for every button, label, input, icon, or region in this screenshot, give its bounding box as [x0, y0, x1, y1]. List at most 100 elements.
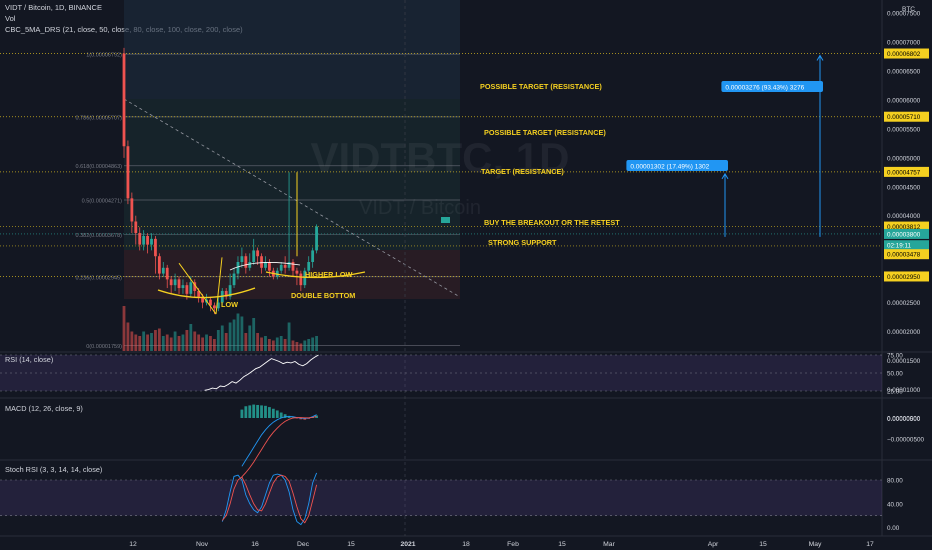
macd-legend: MACD (12, 26, close, 9) — [5, 404, 83, 413]
volume-bar — [216, 330, 220, 351]
macd-hist-bar — [295, 418, 299, 419]
candle-body — [315, 226, 318, 251]
candle-body — [232, 273, 236, 286]
annotation-text-7: DOUBLE BOTTOM — [291, 291, 355, 300]
stoch-tick: 40.00 — [887, 501, 903, 508]
candle-body — [138, 233, 142, 245]
price-tick: 0.00007000 — [887, 40, 921, 47]
descending-trendline — [123, 98, 461, 298]
volume-bar — [134, 334, 138, 351]
volume-bar — [146, 334, 149, 351]
volume-bar — [256, 333, 260, 351]
candle-body — [256, 250, 260, 257]
price-badge-2: 0.00004757 — [887, 169, 921, 176]
candle-body — [154, 238, 157, 257]
measure-label-1: 0.00003276 (93.43%) 3276 — [725, 85, 804, 92]
volume-bar — [150, 333, 153, 351]
macd-hist-bar — [252, 404, 256, 418]
candle-body — [295, 270, 299, 274]
volume-bar — [287, 322, 291, 351]
candle-body — [216, 302, 220, 309]
volume-bar — [157, 328, 161, 351]
macd-hist-bar — [283, 414, 287, 418]
volume-bar — [177, 336, 181, 351]
macd-hist-bar — [248, 405, 252, 418]
candle-body — [122, 53, 126, 147]
volume-bar — [212, 339, 216, 351]
price-badge-bg-0 — [884, 48, 929, 59]
macd-line — [241, 414, 317, 467]
rsi-line — [204, 354, 319, 391]
candle-body — [142, 235, 146, 245]
symbol-title[interactable]: VIDT / Bitcoin, 1D, BINANCE — [5, 3, 102, 12]
volume-bar — [126, 322, 130, 351]
price-tick: 0.00004000 — [887, 213, 921, 220]
candle-body — [146, 235, 149, 245]
macd-hist-bar — [279, 412, 283, 418]
volume-bar — [279, 336, 283, 351]
price-badge-bg-2 — [884, 166, 929, 177]
volume-bar — [232, 319, 236, 351]
price-tick: 0.00006500 — [887, 69, 921, 76]
volume-bar — [264, 336, 267, 351]
volume-legend[interactable]: Vol — [5, 14, 16, 23]
price-badge-bg-4 — [884, 228, 929, 239]
currency-label: BTC — [902, 6, 915, 13]
volume-bar — [268, 339, 271, 351]
price-tick: 0.00004500 — [887, 184, 921, 191]
candle-body — [193, 282, 197, 291]
measure-label-bg-1 — [721, 81, 823, 92]
volume-bar — [154, 330, 157, 351]
candle-body — [303, 270, 307, 286]
fib-zone-upper — [124, 99, 460, 250]
volume-bar — [209, 336, 212, 351]
price-badge-bg-3 — [884, 221, 929, 232]
measure-arrowhead-1 — [816, 54, 824, 61]
volume-bar — [252, 318, 256, 351]
volume-bar — [295, 342, 299, 351]
volume-bar — [260, 337, 263, 351]
volume-bar — [197, 334, 201, 351]
support-curve — [229, 262, 301, 271]
candle-body — [212, 305, 216, 309]
candle-body — [177, 279, 181, 289]
rsi-tick: 75.00 — [887, 353, 903, 360]
candle-body — [291, 262, 295, 271]
volume-bar — [193, 331, 197, 351]
measure-label-0: 0.00001302 (17.49%) 1302 — [630, 164, 709, 171]
macd-hist-bar — [287, 415, 291, 418]
price-badge-bg-7 — [884, 271, 929, 282]
candle-body — [311, 250, 315, 263]
macd-tick: 0.00000000 — [887, 416, 921, 423]
macd-hist-bar — [244, 406, 248, 418]
volume-bar — [201, 337, 204, 351]
stoch-band — [0, 480, 882, 516]
macd-hist-bar — [256, 404, 260, 418]
price-tick: 0.00005500 — [887, 126, 921, 133]
rsi-tick: 50.00 — [887, 371, 903, 378]
volume-bar — [220, 325, 224, 351]
candle-body — [150, 238, 153, 245]
time-tick: 16 — [251, 541, 259, 548]
rsi-tick: 25.00 — [887, 389, 903, 396]
candle-body — [165, 267, 169, 280]
fib-label-5: 0.236(0.00002945) — [76, 275, 123, 281]
price-badge-bg-5 — [884, 240, 929, 251]
candle-body — [279, 264, 283, 271]
stoch-tick: 80.00 — [887, 478, 903, 485]
indicator-legend[interactable]: CBC_5MA_DRS (21, close, 50, close, 80, c… — [5, 25, 243, 34]
macd-hist-bar — [299, 418, 303, 420]
macd-hist-bar — [268, 407, 271, 418]
time-tick: 17 — [866, 541, 874, 548]
volume-bar — [142, 331, 146, 351]
fib-label-6: 0(0.00001759) — [86, 344, 122, 350]
candle-body — [252, 250, 256, 263]
volume-bar — [299, 343, 303, 351]
stoch-d-line — [221, 474, 318, 524]
price-badge-bg-1 — [884, 111, 929, 122]
volume-bar — [165, 334, 169, 351]
candle-body — [287, 262, 291, 268]
volume-bar — [271, 340, 275, 351]
candle-body — [185, 285, 189, 294]
